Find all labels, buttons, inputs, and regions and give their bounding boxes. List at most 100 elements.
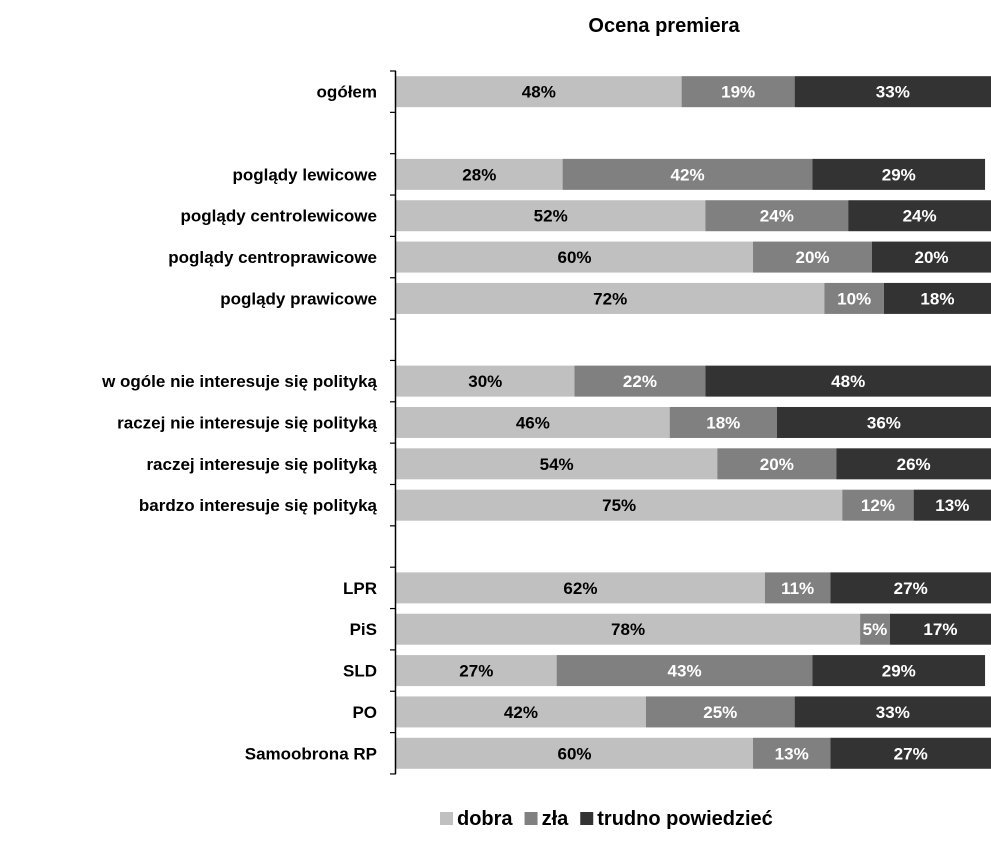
data-label: 24% <box>903 207 937 226</box>
bar-segment-zła <box>556 655 813 687</box>
bar-segment-dobra <box>396 406 670 438</box>
bar-segment-dobra <box>396 613 861 645</box>
data-label: 52% <box>534 207 568 226</box>
data-label: 12% <box>861 496 895 515</box>
category-label: Samoobrona RP <box>245 744 377 763</box>
category-label: bardzo interesuje się polityką <box>139 496 378 515</box>
data-label: 27% <box>894 744 928 763</box>
category-label: raczej interesuje się polityką <box>146 455 377 474</box>
bar-segment-dobra <box>396 572 765 604</box>
category-label: SLD <box>343 662 377 681</box>
data-label: 29% <box>882 662 916 681</box>
data-label: 22% <box>623 372 657 391</box>
bar-segment-trudno-powiedzieć <box>872 241 991 273</box>
data-label: 48% <box>522 83 556 102</box>
bar-segment-dobra <box>396 365 575 397</box>
data-label: 26% <box>897 455 931 474</box>
data-label: 28% <box>462 165 496 184</box>
data-label: 33% <box>876 83 910 102</box>
data-label: 78% <box>611 620 645 639</box>
data-label: 24% <box>760 207 794 226</box>
data-label: 25% <box>703 703 737 722</box>
bar-segment-zła <box>764 572 831 604</box>
legend-swatch <box>524 812 538 825</box>
category-label: LPR <box>343 579 377 598</box>
data-label: 18% <box>706 413 740 432</box>
bar-segment-trudno-powiedzieć <box>830 572 991 604</box>
bar-segment-zła <box>705 200 849 232</box>
data-label: 20% <box>795 248 829 267</box>
bar-segment-trudno-powiedzieć <box>913 489 991 521</box>
category-label: poglądy centroprawicowe <box>168 248 377 267</box>
category-label: poglądy centrolewicowe <box>181 207 378 226</box>
data-label: 19% <box>721 83 755 102</box>
bar-segment-trudno-powiedzieć <box>794 76 991 108</box>
bar-segment-trudno-powiedzieć <box>812 158 986 190</box>
data-label: 27% <box>459 662 493 681</box>
bar-segment-zła <box>681 76 795 108</box>
bar-segment-zła <box>645 696 795 728</box>
data-label: 5% <box>863 620 888 639</box>
data-label: 11% <box>781 579 814 598</box>
data-label: 60% <box>557 744 591 763</box>
bar-segment-zła <box>562 158 813 190</box>
bar-segment-trudno-powiedzieć <box>889 613 991 645</box>
category-axis <box>390 70 397 775</box>
bar-segment-trudno-powiedzieć <box>812 655 986 687</box>
data-label: 62% <box>563 579 597 598</box>
legend-label: zła <box>542 808 570 830</box>
legend-label: trudno powiedzieć <box>597 808 773 830</box>
bar-segment-trudno-powiedzieć <box>794 696 991 728</box>
category-label: raczej nie interesuje się polityką <box>117 413 377 432</box>
category-label: PiS <box>350 620 377 639</box>
data-label: 75% <box>602 496 636 515</box>
bar-segment-dobra <box>396 158 563 190</box>
data-label: 42% <box>504 703 538 722</box>
data-label: 46% <box>516 413 550 432</box>
data-label: 13% <box>775 744 809 763</box>
bar-segment-dobra <box>396 241 753 273</box>
data-label: 29% <box>882 165 916 184</box>
data-label: 42% <box>671 165 705 184</box>
data-label: 48% <box>831 372 865 391</box>
bar-segment-dobra <box>396 282 825 314</box>
data-label: 43% <box>668 662 702 681</box>
bar-segment-dobra <box>396 696 646 728</box>
bar-segment-zła <box>669 406 777 438</box>
bar-segment-dobra <box>396 655 557 687</box>
bar-segment-dobra <box>396 448 718 480</box>
bar-segment-trudno-powiedzieć <box>830 737 991 769</box>
bar-segment-zła <box>574 365 706 397</box>
bar-segment-zła <box>753 241 872 273</box>
bar-segment-zła <box>717 448 837 480</box>
legend-swatch <box>580 812 594 825</box>
bar-segment-dobra <box>396 737 753 769</box>
bar-segment-dobra <box>396 200 706 232</box>
category-label: w ogóle nie interesuje się polityką <box>101 372 377 391</box>
data-label: 27% <box>894 579 928 598</box>
data-label: 17% <box>923 620 957 639</box>
category-label: poglądy lewicowe <box>232 165 377 184</box>
chart-title: Ocena premiera <box>588 15 740 37</box>
data-label: 10% <box>837 289 871 308</box>
bar-segment-dobra <box>396 489 843 521</box>
data-label: 36% <box>867 413 901 432</box>
legend-label: dobra <box>457 808 513 830</box>
category-label: poglądy prawicowe <box>220 289 377 308</box>
data-label: 20% <box>914 248 948 267</box>
category-label: PO <box>352 703 377 722</box>
data-label: 13% <box>935 496 969 515</box>
bar-segment-dobra <box>396 76 682 108</box>
bar-segment-trudno-powiedzieć <box>776 406 991 438</box>
bar-segment-zła <box>824 282 884 314</box>
data-label: 72% <box>593 289 627 308</box>
bar-segment-zła <box>753 737 831 769</box>
bar-segment-trudno-powiedzieć <box>836 448 991 480</box>
category-labels: ogółem poglądy lewicowe poglądy centrolewi… <box>101 83 377 764</box>
category-label: ogółem <box>317 83 377 102</box>
legend: dobra zła trudno powiedzieć <box>440 808 773 830</box>
data-label: 20% <box>760 455 794 474</box>
bar-segment-trudno-powiedzieć <box>883 282 991 314</box>
bar-segment-zła <box>842 489 914 521</box>
